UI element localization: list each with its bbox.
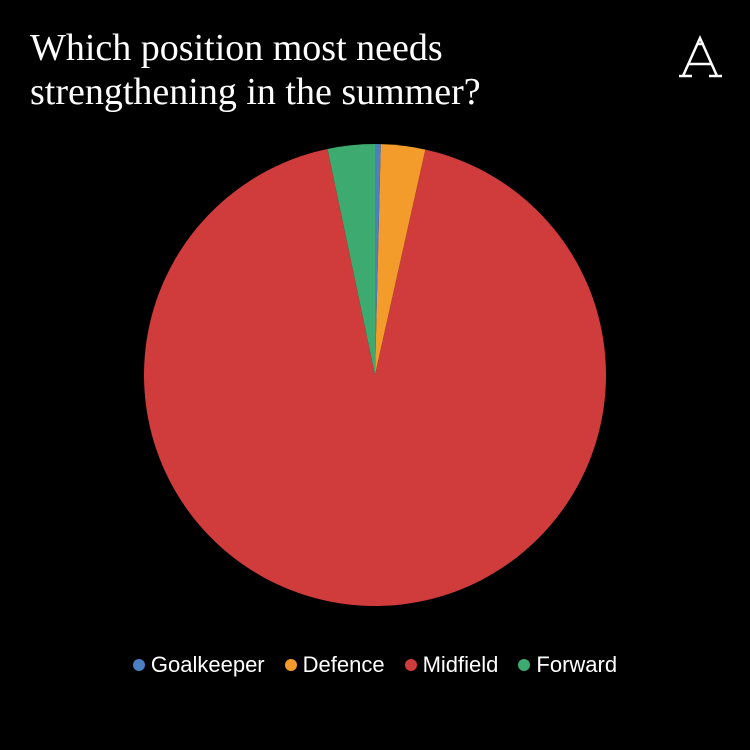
legend-item: Forward	[518, 652, 617, 678]
legend-label: Goalkeeper	[150, 652, 265, 677]
legend-label: Forward	[536, 652, 618, 677]
legend-swatch	[284, 659, 297, 671]
legend-swatch	[404, 659, 417, 671]
logo	[679, 34, 722, 78]
legend-item: Defence	[284, 652, 385, 678]
pie-slice	[143, 148, 606, 607]
legend-item: Midfield	[404, 652, 499, 678]
legend-item: Goalkeeper	[132, 652, 265, 678]
legend: Goalkeeper Defence Midfield Forward	[0, 652, 750, 678]
pie-slice	[375, 144, 381, 375]
pie-slice	[327, 144, 375, 375]
legend-label: Defence	[302, 652, 385, 677]
chart-title: Which position most needs strengthening …	[30, 27, 481, 113]
legend-swatch	[518, 659, 531, 671]
legend-label: Midfield	[422, 652, 499, 677]
pie-slice	[375, 144, 426, 375]
legend-swatch	[132, 659, 145, 671]
